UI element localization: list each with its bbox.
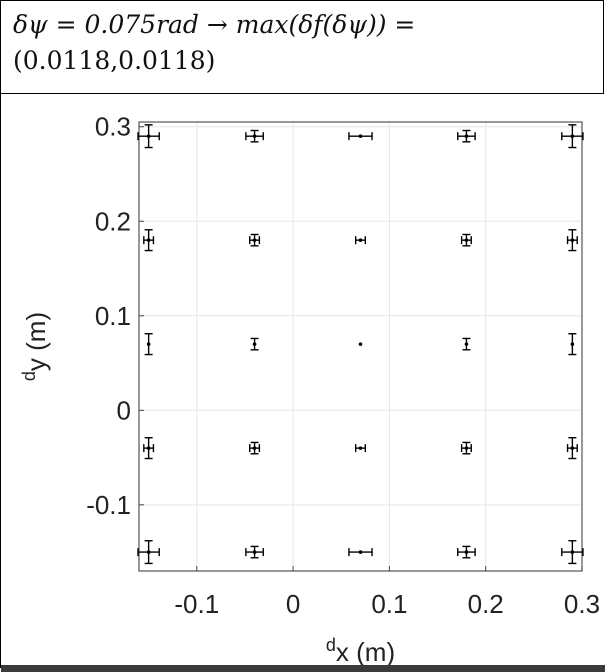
point-marker xyxy=(464,550,469,554)
caption-line-2: (0.0118,0.0118) xyxy=(13,46,216,75)
data-point xyxy=(137,124,160,149)
point-marker xyxy=(252,342,257,346)
point-marker xyxy=(570,446,575,450)
point-marker xyxy=(146,238,151,242)
data-point xyxy=(245,545,264,559)
x-tick-label: 0.3 xyxy=(564,589,600,619)
data-point xyxy=(144,333,153,356)
y-tick-label: 0 xyxy=(117,395,131,425)
data-points xyxy=(137,124,584,565)
x-tick-label: -0.1 xyxy=(174,589,219,619)
data-point xyxy=(566,229,578,252)
data-point xyxy=(249,233,261,247)
point-marker xyxy=(146,446,151,450)
data-point xyxy=(249,441,261,455)
point-marker xyxy=(358,238,363,242)
data-point xyxy=(568,333,577,356)
point-marker xyxy=(570,550,575,554)
y-tick-label: 0.2 xyxy=(95,206,131,236)
data-point xyxy=(460,441,472,455)
x-axis-label: dx (m) xyxy=(326,635,395,667)
point-marker xyxy=(358,134,363,138)
y-tick-label: -0.1 xyxy=(86,490,131,520)
point-marker xyxy=(464,134,469,138)
data-point xyxy=(348,548,373,557)
point-marker xyxy=(146,342,151,346)
y-axis-label-unit: (m) xyxy=(21,312,51,358)
point-marker xyxy=(570,342,575,346)
x-tick-label: 0 xyxy=(286,589,300,619)
y-axis-label-sub: y xyxy=(21,358,51,371)
data-point xyxy=(561,540,584,565)
data-point xyxy=(348,132,373,141)
data-point xyxy=(354,236,367,245)
point-marker xyxy=(464,446,469,450)
data-point xyxy=(245,129,264,143)
data-point xyxy=(143,229,155,252)
point-marker xyxy=(358,446,363,450)
x-tick-label: 0.1 xyxy=(371,589,407,619)
data-point xyxy=(354,444,367,453)
y-tick-label: 0.3 xyxy=(95,112,131,142)
data-point xyxy=(462,337,471,351)
point-marker xyxy=(252,134,257,138)
plot-background xyxy=(1,94,605,669)
point-marker xyxy=(252,446,257,450)
point-marker xyxy=(252,238,257,242)
point-marker xyxy=(146,550,151,554)
caption-line-1: δψ = 0.075rad → max(δf(δψ)) = xyxy=(13,10,416,39)
caption-header: δψ = 0.075rad → max(δf(δψ)) = (0.0118,0.… xyxy=(1,1,603,94)
x-tick-label: 0.2 xyxy=(468,589,504,619)
point-marker xyxy=(464,342,469,346)
x-axis-label-unit: (m) xyxy=(349,637,395,667)
bottom-edge-strip xyxy=(1,665,605,672)
point-marker xyxy=(146,134,151,138)
x-axis-label-sup: d xyxy=(326,635,336,655)
data-point xyxy=(460,233,472,247)
axes-box xyxy=(138,121,583,572)
data-point xyxy=(457,129,476,143)
y-tick-label: 0.1 xyxy=(95,301,131,331)
x-ticks: -0.1 0 0.1 0.2 0.3 xyxy=(174,566,600,619)
point-marker xyxy=(358,550,363,554)
data-point xyxy=(358,342,363,346)
y-axis-label-sup: d xyxy=(19,371,39,381)
point-marker xyxy=(252,550,257,554)
point-marker xyxy=(570,134,575,138)
x-axis-label-sub: x xyxy=(336,637,349,667)
point-marker xyxy=(570,238,575,242)
data-point xyxy=(137,540,160,565)
data-point xyxy=(561,124,584,149)
y-axis-label: dy (m) xyxy=(19,312,51,381)
errorbar-scatter-chart: -0.1 0 0.1 0.2 0.3 -0.100.10.20.3 dy (m) dx … xyxy=(1,94,605,669)
point-marker xyxy=(358,342,363,346)
data-point xyxy=(566,437,578,460)
point-marker xyxy=(464,238,469,242)
data-point xyxy=(457,545,476,559)
y-ticks: -0.1 0 0.1 0.2 0.3 xyxy=(86,112,144,520)
data-point xyxy=(250,337,259,351)
data-point xyxy=(143,437,155,460)
